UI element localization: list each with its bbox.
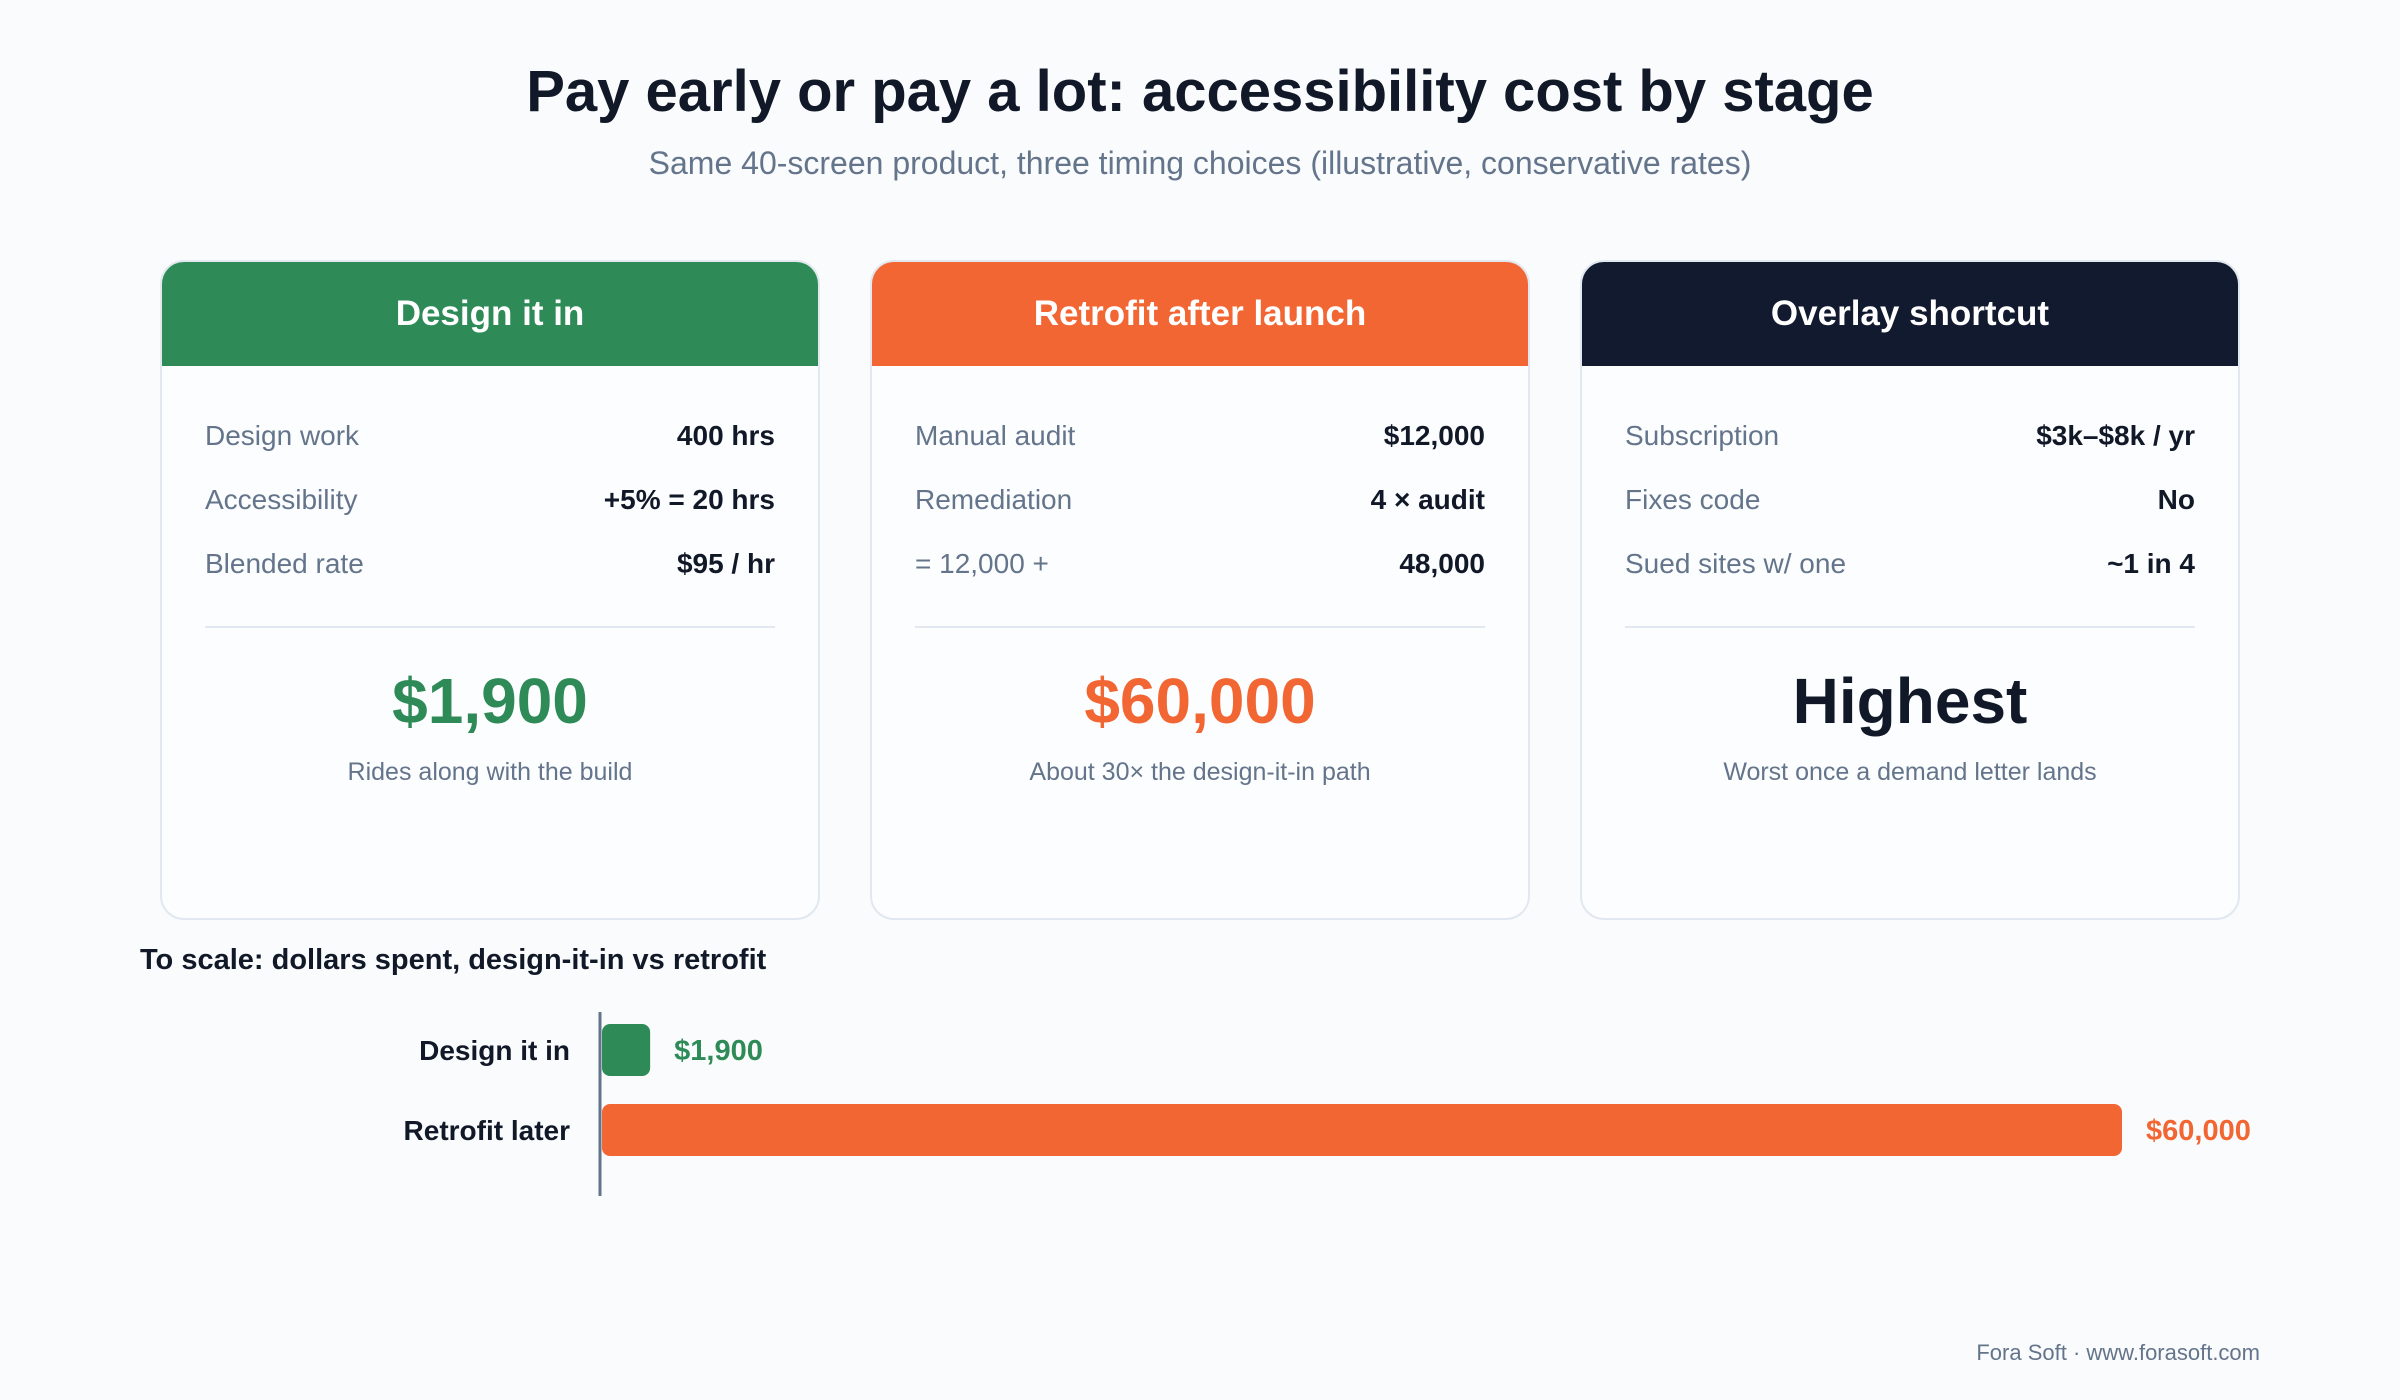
row-value: 48,000 <box>1399 548 1485 579</box>
bar-category-label: Design it in <box>419 1035 570 1066</box>
card-retrofit-after-launch: Retrofit after launch Manual audit $12,0… <box>870 260 1530 920</box>
divider <box>1625 626 2195 628</box>
bar-category-label: Retrofit later <box>404 1115 571 1146</box>
page-subtitle: Same 40-screen product, three timing cho… <box>648 145 1752 181</box>
row-value: 4 × audit <box>1370 484 1485 515</box>
divider <box>205 626 775 628</box>
page-title: Pay early or pay a lot: accessibility co… <box>526 59 1874 124</box>
row-value: No <box>2157 484 2195 515</box>
card-row: Manual audit $12,000 <box>915 404 1485 468</box>
row-label: Design work <box>205 420 360 451</box>
row-label: Sued sites w/ one <box>1625 548 1847 579</box>
scale-bar-chart: Design it in $1,900 Retrofit later $60,000 <box>404 1012 2251 1196</box>
scale-chart-title: To scale: dollars spent, design-it-in vs… <box>140 944 767 976</box>
row-value: 400 hrs <box>676 420 775 451</box>
card-design-it-in: Design it in Design work 400 hrs Accessi… <box>160 260 820 920</box>
row-value: $12,000 <box>1383 420 1485 451</box>
row-value: ~1 in 4 <box>2107 548 2195 579</box>
card-row: Subscription $3k–$8k / yr <box>1625 404 2195 468</box>
divider <box>915 626 1485 628</box>
row-value: $95 / hr <box>676 548 775 579</box>
card-overlay-shortcut: Overlay shortcut Subscription $3k–$8k / … <box>1580 260 2240 920</box>
bar <box>602 1104 2122 1156</box>
card-row: Accessibility +5% = 20 hrs <box>205 468 775 532</box>
card-row: Fixes code No <box>1625 468 2195 532</box>
card-row: = 12,000 + 48,000 <box>915 532 1485 596</box>
card-header: Design it in <box>162 262 818 366</box>
card-total: $1,900 <box>392 665 588 737</box>
row-label: Manual audit <box>915 420 1076 451</box>
row-label: Remediation <box>915 484 1073 515</box>
card-note: About 30× the design-it-in path <box>1029 758 1371 786</box>
card-row: Sued sites w/ one ~1 in 4 <box>1625 532 2195 596</box>
bar-value-label: $60,000 <box>2146 1115 2251 1147</box>
bar-value-label: $1,900 <box>674 1035 763 1067</box>
card-header: Overlay shortcut <box>1582 262 2238 366</box>
row-label: Subscription <box>1625 420 1780 451</box>
card-row: Design work 400 hrs <box>205 404 775 468</box>
card-total: $60,000 <box>1084 665 1316 737</box>
card-row: Blended rate $95 / hr <box>205 532 775 596</box>
row-label: Accessibility <box>205 484 358 515</box>
footer-credit: Fora Soft · www.forasoft.com <box>1976 1340 2260 1365</box>
row-label: = 12,000 + <box>915 548 1049 579</box>
card-note: Worst once a demand letter lands <box>1723 758 2097 786</box>
card-total: Highest <box>1792 665 2028 737</box>
row-label: Blended rate <box>205 548 364 579</box>
card-header: Retrofit after launch <box>872 262 1528 366</box>
row-value: $3k–$8k / yr <box>2036 420 2195 451</box>
row-value: +5% = 20 hrs <box>603 484 775 515</box>
row-label: Fixes code <box>1625 484 1761 515</box>
card-row: Remediation 4 × audit <box>915 468 1485 532</box>
bar <box>602 1024 651 1076</box>
card-note: Rides along with the build <box>347 758 633 786</box>
